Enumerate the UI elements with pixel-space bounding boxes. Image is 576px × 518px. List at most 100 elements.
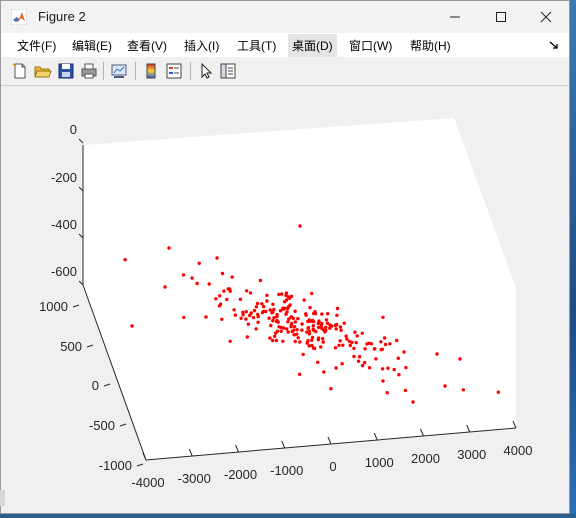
scatter-point xyxy=(388,342,392,346)
close-button[interactable] xyxy=(523,1,569,33)
x-tick-label: 0 xyxy=(329,459,336,474)
link-plot-icon[interactable] xyxy=(110,62,128,80)
scatter-point xyxy=(255,301,260,306)
scatter-point xyxy=(256,320,260,324)
scatter-point xyxy=(373,347,377,351)
menu-insert[interactable]: 插入(I) xyxy=(184,39,220,53)
x-tick-mark xyxy=(142,452,147,461)
scatter-point xyxy=(256,314,260,319)
y-tick-mark xyxy=(103,383,111,387)
scatter-point xyxy=(218,294,222,298)
scatter-point xyxy=(289,323,293,327)
scatter-point xyxy=(334,366,338,370)
scatter-point xyxy=(404,365,408,370)
scatter-point xyxy=(181,273,186,277)
colorbar-icon[interactable] xyxy=(142,62,160,80)
scatter-point xyxy=(287,317,291,321)
scatter-point xyxy=(313,346,317,351)
scatter-point xyxy=(245,289,249,293)
scatter-point xyxy=(308,305,312,310)
scatter-point xyxy=(269,323,273,328)
figure-canvas[interactable]: -600 -400 -200 0 -1000 -500 0 500 1000 -4000 -30… xyxy=(1,86,569,513)
title-bar[interactable]: Figure 2 xyxy=(1,1,569,33)
scatter-point xyxy=(411,400,415,404)
scatter-point xyxy=(335,306,340,311)
scatter-point xyxy=(357,355,362,359)
open-file-icon[interactable] xyxy=(34,62,52,80)
scatter-point xyxy=(293,320,298,324)
edit-plot-arrow-icon[interactable] xyxy=(197,62,215,80)
scatter-point xyxy=(310,343,314,348)
scatter-point xyxy=(284,291,289,295)
scatter-point xyxy=(496,390,500,394)
scatter-point xyxy=(335,313,339,317)
menu-view[interactable]: 查看(V) xyxy=(127,39,167,53)
scatter-point xyxy=(395,338,399,343)
legend-icon[interactable] xyxy=(165,62,183,80)
scatter-point xyxy=(249,311,253,315)
scatter-point xyxy=(305,330,309,334)
scatter-point xyxy=(279,292,284,296)
scatter-point xyxy=(396,356,400,360)
menu-help[interactable]: 帮助(H) xyxy=(410,39,451,53)
scatter-point xyxy=(381,315,385,319)
y-tick-label: -1000 xyxy=(99,458,132,473)
scatter-point xyxy=(352,354,356,359)
scatter-point xyxy=(335,322,339,327)
scatter-point xyxy=(232,308,236,312)
scatter-point xyxy=(365,342,369,346)
minimize-button[interactable] xyxy=(432,1,478,33)
scatter-point xyxy=(380,367,385,371)
scatter-point xyxy=(260,302,264,306)
scatter-point xyxy=(402,350,406,354)
x-tick-label: 3000 xyxy=(457,447,486,462)
scatter-point xyxy=(167,246,171,250)
x-tick-label: -1000 xyxy=(270,463,303,478)
scatter-point xyxy=(306,319,310,324)
scatter-point xyxy=(339,328,343,332)
scatter-point xyxy=(329,387,333,391)
scatter-point xyxy=(271,319,275,323)
overflow-arrow-icon[interactable] xyxy=(549,40,559,50)
scatter-point xyxy=(245,335,249,339)
scatter-point xyxy=(314,329,318,334)
scatter-point xyxy=(379,340,383,344)
scatter-point xyxy=(233,313,237,317)
print-icon[interactable] xyxy=(80,62,98,80)
x-tick-label: 2000 xyxy=(411,451,440,466)
scatter-point xyxy=(355,334,359,338)
z-tick-mark xyxy=(78,280,84,286)
scatter-point xyxy=(320,312,324,316)
scatter-point xyxy=(265,299,269,303)
save-icon[interactable] xyxy=(57,62,75,80)
z-tick-label: -200 xyxy=(51,170,77,185)
menu-window[interactable]: 窗口(W) xyxy=(349,39,393,53)
new-figure-icon[interactable] xyxy=(11,62,29,80)
scatter-point xyxy=(228,287,232,291)
scatter-point xyxy=(317,319,321,323)
y-tick-mark xyxy=(86,344,94,348)
menu-edit[interactable]: 编辑(E) xyxy=(72,39,112,53)
scatter-point xyxy=(316,338,320,342)
scatter-point xyxy=(322,370,326,374)
scatter-point xyxy=(443,384,447,388)
scatter-point xyxy=(313,310,317,314)
scatter-point xyxy=(321,340,325,344)
scatter-point xyxy=(298,224,302,228)
scatter-point xyxy=(301,352,305,357)
menu-desktop[interactable]: 桌面(D) xyxy=(288,34,337,57)
scatter-point xyxy=(298,340,302,344)
scatter-point xyxy=(251,315,256,320)
property-inspector-icon[interactable] xyxy=(219,62,237,80)
menu-file[interactable]: 文件(F) xyxy=(17,39,57,53)
scatter-point xyxy=(385,391,389,395)
menu-tools[interactable]: 工具(T) xyxy=(237,39,277,53)
scatter-point xyxy=(279,325,284,330)
scatter-point xyxy=(435,352,439,356)
scatter-point xyxy=(305,341,309,345)
scatter-point xyxy=(383,342,388,347)
maximize-button[interactable] xyxy=(478,1,524,33)
x-tick-label: -4000 xyxy=(131,475,164,490)
maximize-icon xyxy=(496,12,506,22)
